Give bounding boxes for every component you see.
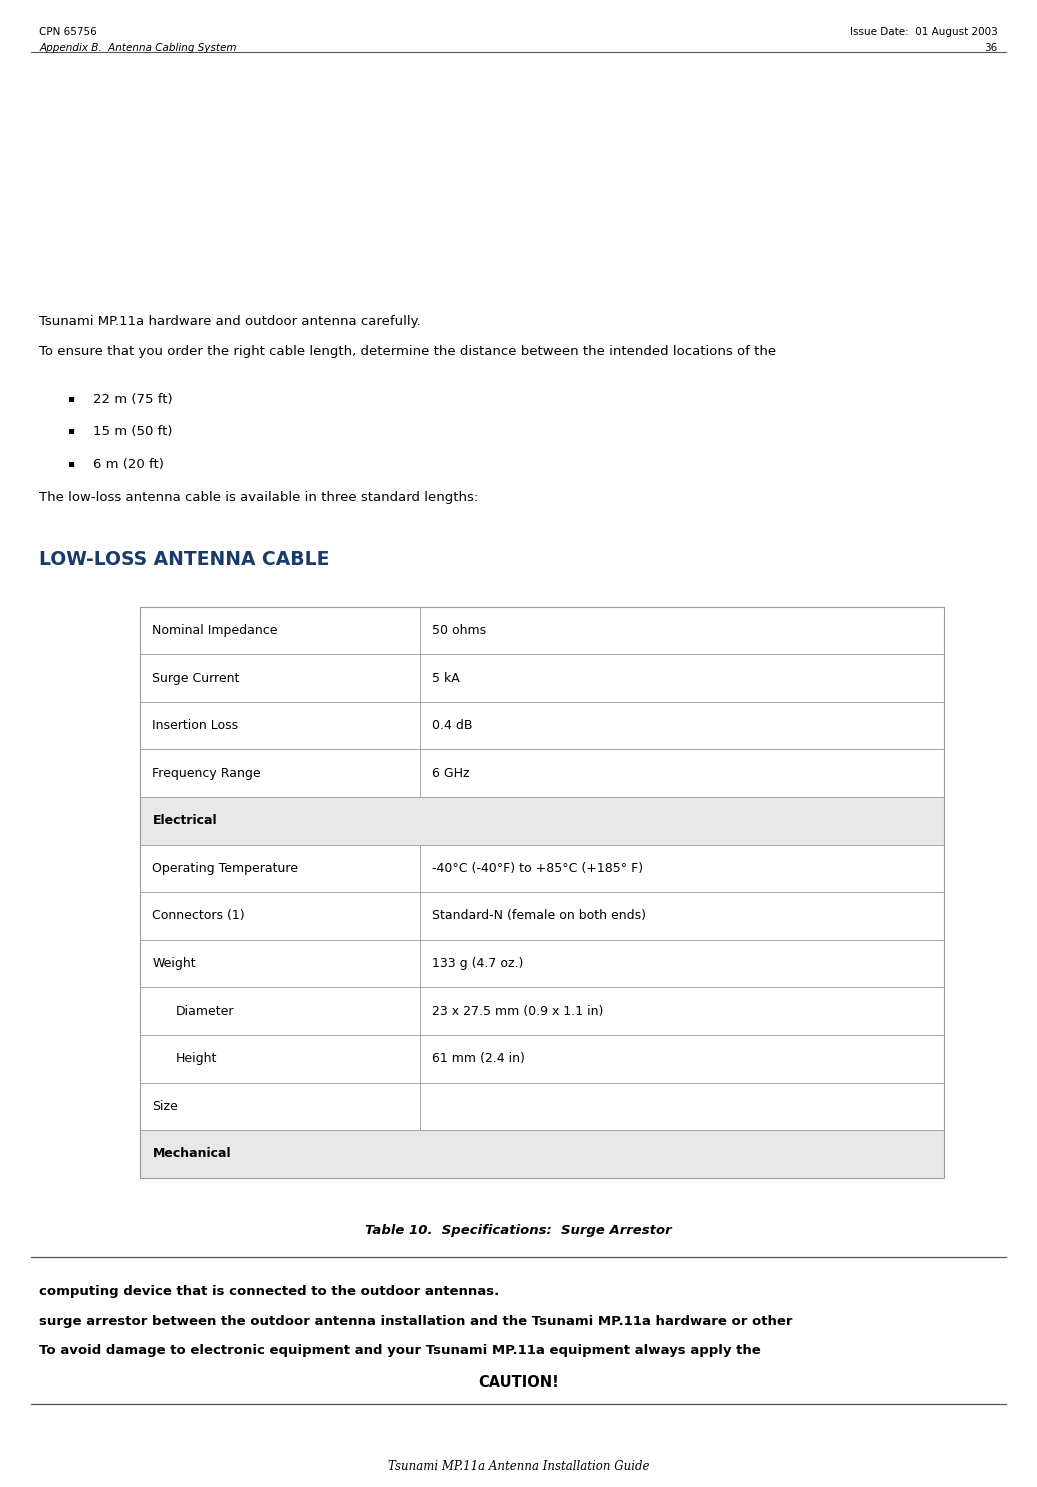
Bar: [140, 749, 944, 797]
Text: Frequency Range: Frequency Range: [152, 767, 261, 779]
Text: surge arrestor between the outdoor antenna installation and the Tsunami MP.11a h: surge arrestor between the outdoor anten…: [39, 1315, 793, 1328]
Text: Electrical: Electrical: [152, 815, 217, 827]
Bar: [140, 1035, 944, 1083]
Text: Standard-N (female on both ends): Standard-N (female on both ends): [432, 910, 646, 922]
Text: Nominal Impedance: Nominal Impedance: [152, 625, 278, 636]
Text: Mechanical: Mechanical: [152, 1148, 231, 1160]
Text: 50 ohms: 50 ohms: [432, 625, 486, 636]
Text: Issue Date:  01 August 2003: Issue Date: 01 August 2003: [850, 27, 998, 37]
Text: 36: 36: [984, 43, 998, 54]
Text: Insertion Loss: Insertion Loss: [152, 720, 239, 732]
Text: Operating Temperature: Operating Temperature: [152, 862, 299, 874]
Bar: [140, 702, 944, 749]
Text: To avoid damage to electronic equipment and your Tsunami MP.11a equipment always: To avoid damage to electronic equipment …: [39, 1344, 761, 1358]
Text: Tsunami MP.11a hardware and outdoor antenna carefully.: Tsunami MP.11a hardware and outdoor ante…: [39, 315, 421, 329]
Bar: [140, 1130, 944, 1178]
Text: Height: Height: [175, 1053, 217, 1065]
Text: 0.4 dB: 0.4 dB: [432, 720, 473, 732]
Text: 23 x 27.5 mm (0.9 x 1.1 in): 23 x 27.5 mm (0.9 x 1.1 in): [432, 1005, 604, 1017]
Text: 5 kA: 5 kA: [432, 672, 460, 684]
Text: LOW-LOSS ANTENNA CABLE: LOW-LOSS ANTENNA CABLE: [39, 550, 330, 570]
Bar: [140, 1083, 944, 1130]
Bar: [140, 797, 944, 845]
Text: CPN 65756: CPN 65756: [39, 27, 97, 37]
Bar: [140, 845, 944, 892]
Text: Connectors (1): Connectors (1): [152, 910, 245, 922]
Text: 15 m (50 ft): 15 m (50 ft): [93, 425, 173, 439]
Bar: [140, 654, 944, 702]
Text: ▪: ▪: [67, 393, 75, 403]
Text: -40°C (-40°F) to +85°C (+185° F): -40°C (-40°F) to +85°C (+185° F): [432, 862, 644, 874]
Text: 6 GHz: 6 GHz: [432, 767, 470, 779]
Text: Size: Size: [152, 1100, 178, 1112]
Text: CAUTION!: CAUTION!: [478, 1375, 559, 1390]
Text: 22 m (75 ft): 22 m (75 ft): [93, 393, 173, 406]
Text: computing device that is connected to the outdoor antennas.: computing device that is connected to th…: [39, 1285, 500, 1298]
Bar: [140, 940, 944, 987]
Text: 6 m (20 ft): 6 m (20 ft): [93, 458, 164, 471]
Text: Appendix B.  Antenna Cabling System: Appendix B. Antenna Cabling System: [39, 43, 236, 54]
Text: Weight: Weight: [152, 958, 196, 970]
Bar: [140, 892, 944, 940]
Text: 133 g (4.7 oz.): 133 g (4.7 oz.): [432, 958, 524, 970]
Text: Tsunami MP.11a Antenna Installation Guide: Tsunami MP.11a Antenna Installation Guid…: [388, 1460, 649, 1474]
Text: Table 10.  Specifications:  Surge Arrestor: Table 10. Specifications: Surge Arrestor: [365, 1224, 672, 1237]
Text: Surge Current: Surge Current: [152, 672, 240, 684]
Text: ▪: ▪: [67, 425, 75, 436]
Bar: [140, 607, 944, 654]
Bar: [140, 987, 944, 1035]
Text: Diameter: Diameter: [175, 1005, 233, 1017]
Text: To ensure that you order the right cable length, determine the distance between : To ensure that you order the right cable…: [39, 345, 777, 358]
Text: ▪: ▪: [67, 458, 75, 468]
Text: The low-loss antenna cable is available in three standard lengths:: The low-loss antenna cable is available …: [39, 491, 479, 504]
Text: 61 mm (2.4 in): 61 mm (2.4 in): [432, 1053, 526, 1065]
